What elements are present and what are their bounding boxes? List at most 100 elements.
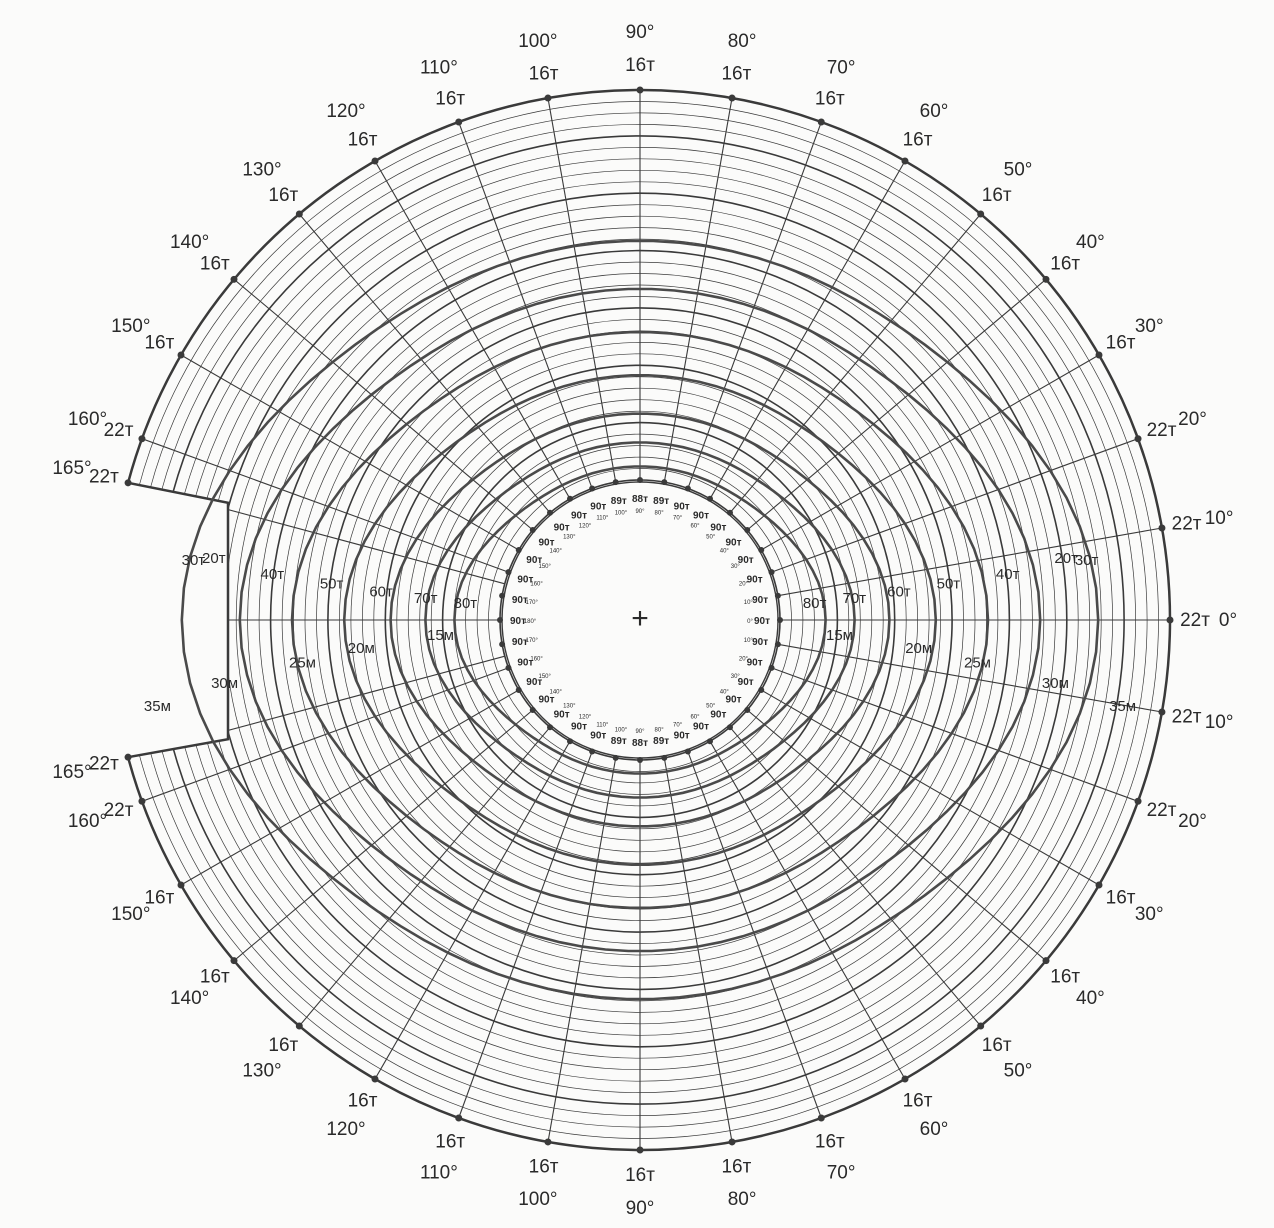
outer-value-label: 16т (144, 333, 174, 354)
outer-value-label: 16т (903, 1091, 933, 1112)
zone-label: 30т (1075, 552, 1099, 569)
meridian-line (128, 655, 505, 758)
outer-dot (230, 275, 238, 283)
inner-value-label: 90т (747, 574, 763, 585)
outer-value-label: 16т (903, 129, 933, 150)
inner-value-label: 90т (754, 616, 770, 627)
outer-degree-label: 70° (827, 1163, 856, 1184)
inner-degree-label: 20° (739, 581, 749, 587)
label-layer: 16т 90° 16т 80° 16т 70° 16т 60° 16т 50° 16т 40° 16т 3… (52, 22, 1237, 1219)
outer-dot (138, 797, 146, 805)
inner-dot (777, 617, 783, 623)
inner-degree-label: 130° (563, 703, 576, 709)
inner-degree-label: 40° (720, 690, 730, 696)
outer-dot (1158, 708, 1166, 716)
outer-degree-label: 165° (52, 458, 91, 479)
outer-value-label: 16т (144, 888, 174, 909)
outer-degree-label: 50° (1004, 1060, 1033, 1081)
outer-degree-label: 165° (52, 762, 91, 783)
inner-dot (589, 485, 596, 492)
zone-label: 35м (144, 698, 171, 715)
outer-dot (295, 1022, 303, 1030)
outer-value-label: 22т (89, 754, 119, 775)
outer-dot (1134, 435, 1142, 443)
inner-value-label: 90т (512, 637, 528, 648)
zone-label: 30м (1042, 675, 1069, 692)
inner-value-label: 90т (693, 722, 709, 733)
inner-dot (529, 527, 536, 534)
inner-degree-label: 80° (655, 727, 665, 733)
meridian-line (687, 751, 822, 1119)
outer-degree-label: 110° (420, 1163, 458, 1184)
inner-degree-label: 0° (747, 619, 753, 625)
outer-dot (1095, 351, 1103, 359)
meridian-line (663, 757, 733, 1142)
inner-value-label: 90т (538, 694, 554, 705)
outer-value-label: 22т (104, 420, 134, 441)
outer-dot (817, 1114, 825, 1122)
zone-label: 40т (996, 566, 1020, 583)
inner-degree-label: 140° (549, 548, 562, 554)
inner-dot (567, 495, 573, 502)
outer-value-label: 16т (200, 253, 230, 274)
outer-degree-label: 20° (1178, 811, 1207, 832)
inner-degree-label: 60° (690, 524, 700, 530)
outer-value-label: 16т (815, 89, 845, 110)
outer-value-label: 16т (721, 1157, 751, 1178)
outer-value-label: 22т (1172, 706, 1202, 727)
inner-value-label: 90т (710, 523, 726, 534)
zone-label: 80т (454, 595, 478, 612)
outer-dot (177, 881, 185, 889)
outer-degree-label: 130° (242, 160, 281, 181)
inner-dot (744, 527, 751, 534)
inner-dot (515, 687, 522, 693)
zone-label: 30м (211, 675, 238, 692)
outer-dot (1158, 524, 1166, 532)
outer-dot (728, 94, 736, 102)
outer-degree-label: 100° (518, 1189, 557, 1210)
inner-dot (505, 664, 512, 671)
inner-degree-label: 160° (530, 581, 543, 587)
meridian-line (760, 354, 1100, 551)
meridian-line (180, 354, 520, 551)
outer-dot (124, 479, 132, 487)
inner-dot (637, 757, 643, 763)
inner-dot (774, 592, 781, 599)
outer-dot (371, 157, 379, 165)
zone-label: 25м (964, 654, 991, 671)
inner-degree-label: 40° (720, 548, 730, 554)
outer-degree-label: 110° (420, 58, 458, 79)
zone-label: 20м (905, 640, 932, 657)
inner-value-label: 89т (611, 496, 627, 507)
outer-dot (1134, 797, 1142, 805)
isopter-curve (290, 330, 990, 910)
outer-degree-label: 60° (920, 1119, 949, 1140)
meridian-line (298, 213, 551, 514)
inner-degree-label: 90° (635, 509, 645, 515)
inner-value-label: 90т (554, 710, 570, 721)
meridian-line (180, 689, 520, 886)
meridian-line (746, 709, 1047, 962)
inner-dot (758, 687, 765, 693)
outer-degree-label: 40° (1076, 988, 1105, 1009)
zone-label: 20т (202, 550, 226, 567)
outer-degree-label: 10° (1205, 508, 1234, 529)
inner-dot (589, 748, 596, 755)
isopter-layer (180, 239, 1100, 1001)
inner-degree-label: 70° (673, 516, 683, 522)
outer-dot (295, 210, 303, 218)
meridian-line (729, 213, 982, 514)
inner-value-label: 89т (653, 496, 669, 507)
inner-value-label: 90т (512, 595, 528, 606)
meridian-line (729, 726, 982, 1027)
outer-dot (138, 435, 146, 443)
inner-value-label: 90т (590, 501, 606, 512)
inner-dot (774, 641, 781, 648)
inner-dot (707, 495, 713, 502)
outer-degree-label: 40° (1076, 232, 1105, 253)
meridian-line (687, 121, 822, 489)
inner-value-label: 90т (725, 538, 741, 549)
outer-value-label: 16т (435, 1132, 465, 1153)
isopter-curve (424, 441, 856, 799)
